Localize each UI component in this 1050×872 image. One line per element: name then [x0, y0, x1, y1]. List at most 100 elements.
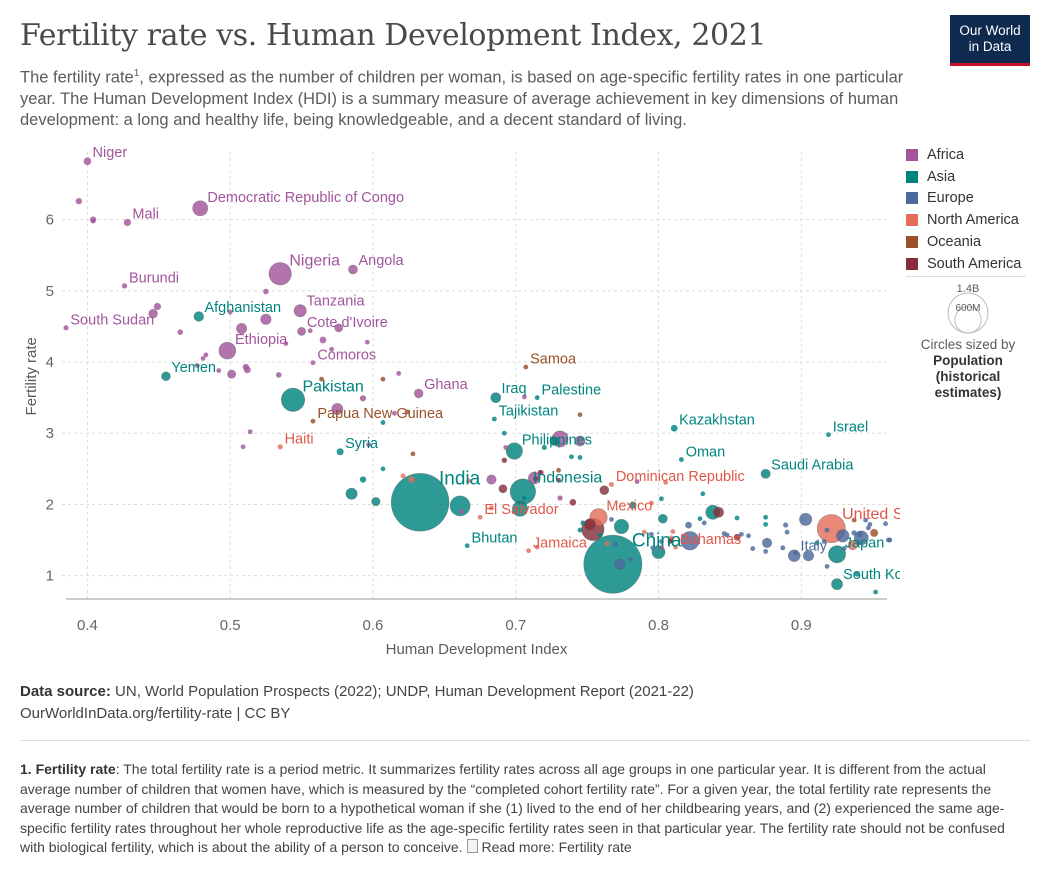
point-maldives — [580, 520, 586, 526]
point-honduras — [400, 473, 406, 479]
point-bahrain-2 — [763, 521, 769, 527]
legend-item-asia[interactable]: Asia — [906, 166, 1021, 188]
size-legend-circles: 1.4B 600M — [947, 283, 989, 334]
point-lithuania — [763, 549, 769, 554]
point-central-african-republic — [90, 218, 96, 224]
point-benin — [263, 288, 269, 295]
legend-swatch-south-america — [906, 257, 918, 270]
point-belize — [489, 505, 494, 511]
point-gambia — [227, 309, 233, 315]
point-iran — [613, 518, 629, 535]
chart-title: Fertility rate vs. Human Development Ind… — [20, 18, 767, 53]
point-peru — [599, 485, 610, 496]
data-label-south-korea: South Korea — [843, 567, 900, 583]
owid-logo[interactable]: Our World in Data — [950, 15, 1030, 66]
point-kenya — [331, 403, 344, 415]
data-label-mexico: Mexico — [606, 499, 652, 515]
logo-line-1: Our World — [959, 23, 1021, 38]
point-finland — [856, 540, 861, 546]
data-label-pakistan: Pakistan — [302, 378, 363, 395]
point-samoa — [523, 364, 529, 370]
data-label-south-sudan: South Sudan — [70, 312, 154, 328]
point-gabon — [521, 394, 527, 400]
point-mali — [123, 218, 132, 227]
data-label-united-states: United States — [842, 506, 900, 523]
point-togo — [283, 341, 289, 346]
point-jamaica — [526, 548, 532, 554]
data-label-saudi-arabia: Saudi Arabia — [771, 457, 854, 473]
data-label-kazakhstan: Kazakhstan — [679, 412, 755, 428]
legend-item-africa[interactable]: Africa — [906, 144, 1021, 166]
data-label-ethiopia: Ethiopia — [235, 332, 288, 348]
point-laos — [380, 466, 386, 472]
point-croatia — [738, 531, 744, 537]
data-source: Data source: UN, World Population Prospe… — [20, 681, 694, 725]
point-nepal — [371, 497, 381, 507]
point-uruguay — [668, 538, 674, 544]
point-kazakhstan — [670, 424, 678, 432]
point-solomon-islands — [319, 376, 324, 382]
point-moldova — [609, 516, 614, 522]
point-france — [799, 512, 813, 526]
legend-item-europe[interactable]: Europe — [906, 188, 1021, 210]
point-paraguay — [537, 470, 543, 475]
point-spain — [802, 550, 815, 562]
point-eritrea — [216, 368, 222, 373]
size-legend-small-label: 600M — [955, 303, 980, 314]
data-label-tanzania: Tanzania — [307, 293, 366, 309]
point-sierra-leone — [194, 363, 200, 368]
size-caption-line-2: Population — [906, 353, 1030, 369]
point-yemen — [161, 371, 171, 382]
read-more-link[interactable]: Read more: Fertility rate — [481, 839, 632, 855]
source-url[interactable]: OurWorldInData.org/fertility-rate | CC B… — [20, 705, 291, 722]
data-label-nigeria: Nigeria — [289, 253, 340, 270]
point-mongolia — [569, 454, 574, 460]
point-namibia — [392, 410, 397, 416]
point-malaysia — [657, 513, 668, 524]
y-tick-label: 2 — [46, 496, 54, 513]
point-el-salvador — [477, 514, 483, 520]
data-label-philippines: Philippines — [522, 433, 592, 449]
point-turkmenistan — [577, 455, 583, 460]
point-qatar — [734, 515, 740, 521]
point-suriname — [556, 477, 561, 483]
point-tajikistan — [491, 416, 497, 422]
size-legend-rule — [906, 276, 1026, 277]
point-romania — [685, 521, 692, 529]
point-iceland — [883, 521, 888, 527]
data-label-el-salvador: El Salvador — [484, 502, 558, 518]
size-legend: 1.4B 600M Circles sized by Population (h… — [906, 276, 1030, 401]
footnote-ref[interactable]: 1 — [133, 68, 140, 79]
legend-item-north-america[interactable]: North America — [906, 209, 1021, 231]
point-malta — [824, 563, 830, 569]
data-label-mali: Mali — [132, 207, 159, 223]
point-saudi-arabia — [760, 468, 771, 479]
x-tick-label: 0.6 — [363, 617, 384, 634]
point-trinidad-and-tobago — [670, 529, 676, 534]
point-haiti — [277, 444, 283, 450]
point-barbados — [641, 529, 647, 535]
data-label-iraq: Iraq — [502, 381, 527, 397]
legend-item-oceania[interactable]: Oceania — [906, 231, 1021, 253]
point-bangladesh — [449, 495, 471, 517]
y-axis-title: Fertility rate — [23, 337, 40, 415]
logo-line-2: in Data — [968, 39, 1012, 54]
point-philippines — [505, 442, 523, 460]
point-albania — [650, 545, 656, 551]
data-label-israel: Israel — [833, 419, 868, 435]
point-kuwait — [700, 491, 706, 497]
x-axis-title: Human Development Index — [386, 641, 568, 658]
legend-item-south-america[interactable]: South America — [906, 253, 1021, 275]
point-russia — [680, 531, 700, 551]
point-norway — [886, 537, 891, 543]
point-north-macedonia — [613, 541, 619, 547]
point-papua-new-guinea — [310, 418, 316, 424]
point-montenegro — [701, 520, 707, 526]
point-greece — [780, 545, 786, 551]
point-new-zealand — [851, 517, 857, 523]
x-tick-label: 0.4 — [77, 617, 98, 634]
point-uzbekistan — [549, 436, 560, 446]
data-label-niger: Niger — [93, 145, 128, 161]
point-czechia — [783, 522, 789, 528]
point-congo — [329, 346, 334, 352]
